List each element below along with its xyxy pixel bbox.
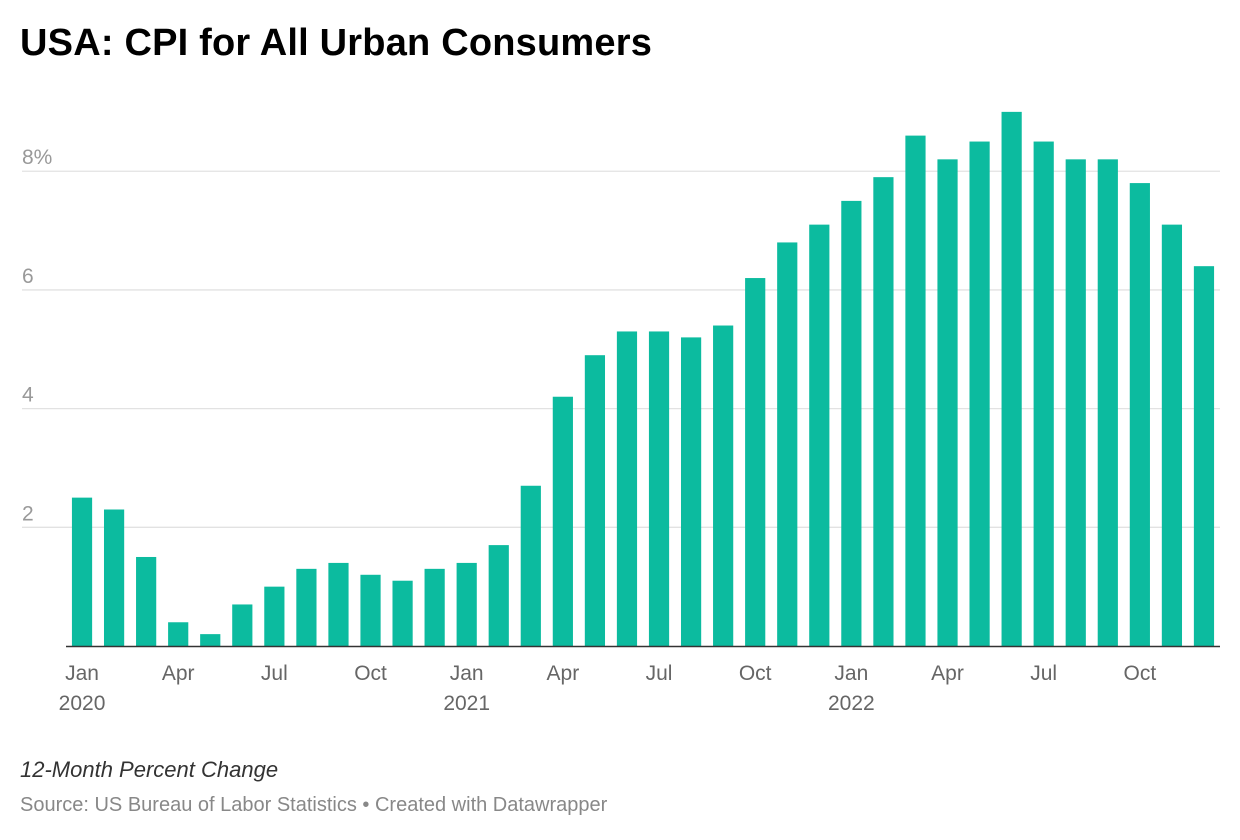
chart-title: USA: CPI for All Urban Consumers (20, 22, 653, 64)
bar-2021-10 (745, 278, 766, 646)
bar-2022-06 (1001, 111, 1022, 646)
y-tick-label: 8% (22, 146, 52, 169)
y-tick-label: 4 (22, 384, 34, 407)
bar-2022-11 (1161, 224, 1183, 646)
credit-text: Created with Datawrapper (374, 794, 608, 816)
x-tick-label: Jul (261, 662, 288, 685)
x-tick-label: Oct (739, 662, 772, 685)
bar-2022-09 (1097, 159, 1118, 646)
x-tick-label: Jan (450, 662, 484, 685)
bar-2022-04 (937, 159, 958, 646)
bar-2020-12 (424, 568, 445, 646)
x-tick-label: Jan (834, 662, 868, 685)
chart-subtitle-note: 12-Month Percent Change (20, 757, 279, 782)
bar-2022-05 (969, 141, 990, 646)
bar-2021-06 (616, 331, 638, 646)
x-axis-ticks: Jan 2020 Apr Jul Oct Jan 2021 Apr Jul Oct Jan 2022 A… (59, 662, 1157, 715)
bar-2020-01 (71, 497, 93, 646)
bar-2020-07 (264, 586, 285, 646)
x-tick-label: Jul (1030, 662, 1057, 685)
bar-2020-10 (360, 574, 381, 646)
x-tick-label: Oct (354, 662, 387, 685)
bar-2021-04 (552, 396, 573, 646)
bar-2021-01 (456, 562, 477, 646)
bars (71, 111, 1215, 647)
bar-2022-01 (841, 200, 862, 646)
y-tick-label: 6 (22, 265, 34, 288)
bar-2022-10 (1129, 183, 1150, 646)
bar-2021-09 (713, 325, 734, 646)
bar-2021-11 (777, 242, 798, 646)
bar-2020-06 (232, 604, 253, 646)
bar-2020-09 (328, 562, 349, 646)
bar-2021-02 (488, 545, 509, 646)
x-tick-label: Jul (646, 662, 673, 685)
chart-footer: Source: US Bureau of Labor Statistics • … (20, 794, 607, 817)
bar-2021-08 (680, 337, 702, 646)
x-tick-label: Jan (65, 662, 99, 685)
footer-separator: • (356, 794, 375, 816)
bar-2022-12 (1193, 266, 1215, 646)
bar-2020-02 (103, 509, 125, 646)
x-tick-label: Apr (547, 662, 580, 685)
y-tick-label: 2 (22, 502, 34, 525)
bar-2020-04 (168, 622, 189, 646)
bar-2020-08 (296, 568, 317, 646)
bar-2020-05 (200, 634, 221, 646)
x-tick-label: Apr (162, 662, 195, 685)
bar-2021-12 (809, 224, 830, 646)
y-axis-ticks: 2 4 6 8% (22, 146, 52, 525)
bar-2020-11 (392, 580, 413, 646)
x-tick-year: 2020 (59, 692, 106, 715)
bar-2022-07 (1033, 141, 1054, 646)
x-tick-label: Oct (1124, 662, 1157, 685)
bar-2022-02 (873, 177, 894, 647)
x-tick-year: 2022 (828, 692, 875, 715)
bar-2022-03 (905, 135, 926, 646)
bar-2020-03 (136, 556, 157, 646)
x-tick-year: 2021 (443, 692, 490, 715)
bar-2021-07 (648, 331, 670, 646)
bar-2021-05 (584, 355, 606, 646)
x-tick-label: Apr (931, 662, 964, 685)
bar-2021-03 (520, 485, 541, 646)
source-text: Source: US Bureau of Labor Statistics (20, 794, 357, 816)
bar-2022-08 (1065, 159, 1086, 646)
